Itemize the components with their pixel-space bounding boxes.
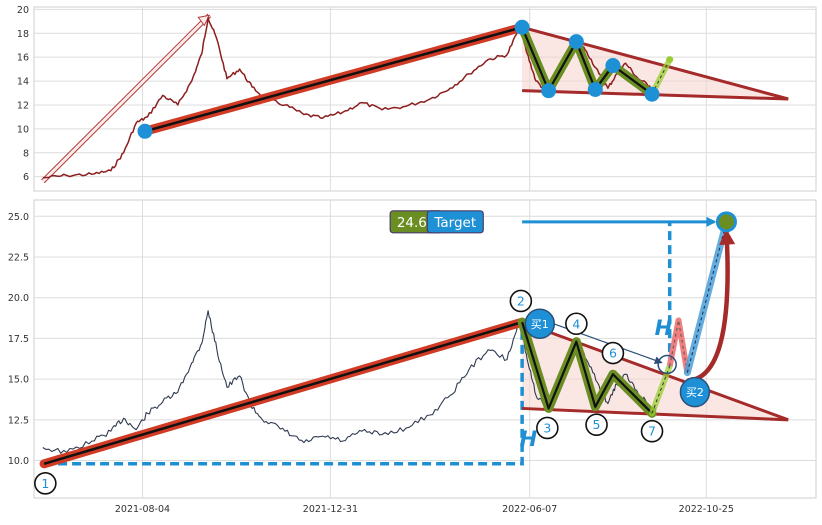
bottom-y-tick-label: 22.5 [8,252,29,263]
bottom-y-tick-label: 25.0 [8,212,29,223]
bottom-pivot-label-circle [34,472,57,495]
bottom-buy1-target-ring [657,354,677,375]
bottom-pivot-label-7: 7 [648,424,656,439]
bottom-price-label-text: 24.66 [397,215,436,231]
top-y-tick-label: 12 [17,100,29,111]
bottom-breakout-spike-outer [666,317,691,374]
top-breakout-dot [666,56,674,64]
top-zigzag-core [521,26,653,96]
bottom-buy-point-label-2: 买2 [686,386,704,399]
bottom-pivot-label-6: 6 [609,346,617,361]
bottom-projection-core [686,221,727,373]
top-rise-arrow-head [197,14,211,27]
bottom-triangle-upper-edge [521,320,789,422]
top-y-tick-label: 20 [17,5,29,16]
top-pivot-dot [514,19,530,35]
top-y-tick-label: 8 [23,148,29,159]
bottom-pivot-label-circle [565,312,588,336]
bottom-x-tick-label: 2021-12-31 [303,504,358,515]
bottom-pivot-label-2: 2 [517,293,525,308]
bottom-pivot-label-circle [509,289,533,313]
top-rise-arrow-body [41,14,211,183]
bottom-target-label-box [426,210,484,234]
bottom-y-tick-label: 20.0 [8,293,29,304]
top-trend-line-core [144,26,523,133]
top-panel: 6 8 10 12 14 16 18 20 [17,5,817,192]
top-y-tick-label: 14 [17,77,29,88]
bottom-x-tick-label: 2022-10-25 [679,504,734,515]
top-y-tick-label: 10 [17,124,29,135]
bottom-trend-line-core [43,320,523,466]
top-y-tick-label: 16 [17,53,29,64]
bottom-y-tick-label: 15.0 [8,375,29,386]
top-pivot-dot [605,58,621,74]
top-y-tick-label: 18 [17,29,29,40]
top-price-series-line [42,17,657,179]
bottom-pivot-label-circle [601,341,625,365]
bottom-x-tick-label: 2022-06-07 [502,504,557,515]
bottom-buy-point-label-1: 买1 [531,318,549,331]
bottom-pivot-label-4: 4 [572,316,580,331]
bottom-buy-point-1 [524,308,556,340]
bottom-zigzag-core [521,321,653,415]
top-pivot-dot [568,34,584,50]
bottom-pivot-label-circle [585,413,608,437]
bottom-height-label-2: H [655,316,673,340]
top-pivot-dot [541,83,557,99]
bottom-pivot-label-1: 1 [41,476,49,491]
bottom-height-dashed-line [44,322,524,466]
top-pivot-dot [587,81,603,97]
bottom-y-tick-label: 10.0 [8,456,29,467]
bottom-y-tick-label: 17.5 [8,334,29,345]
bottom-pivot-label-circle [640,419,664,443]
top-pivot-dot [644,86,660,102]
bottom-x-tick-label: 2021-08-04 [115,504,170,515]
bottom-height-label-1: H [520,427,538,451]
bottom-pivot-label-circle [536,416,559,440]
bottom-pivot-label-5: 5 [593,417,601,432]
top-pivot-dot [137,123,153,139]
bottom-target-marker [715,211,737,233]
bottom-target-label-text: Target [433,215,476,231]
bottom-panel: 10.0 12.5 15.0 17.5 20.0 22.5 25.0 2021-08-04 20… [8,199,817,515]
bottom-y-tick-label: 12.5 [8,415,29,426]
top-y-tick-label: 6 [23,172,29,183]
bottom-buy-point-2 [679,376,711,408]
top-plot-area [33,6,817,192]
bottom-pivot-label-3: 3 [543,420,551,435]
top-triangle-upper-edge [521,25,789,101]
